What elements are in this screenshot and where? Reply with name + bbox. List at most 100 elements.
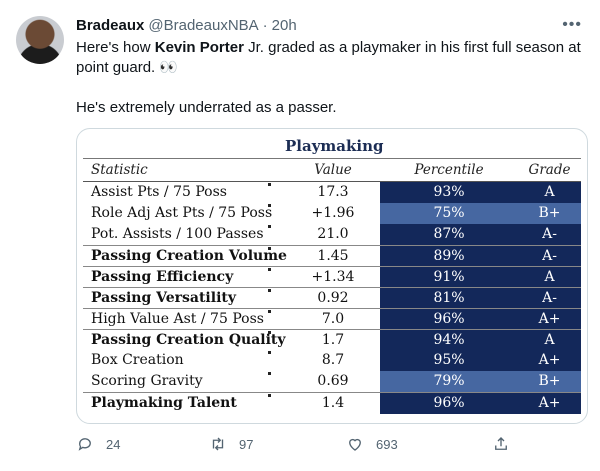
statistic-cell: Box Creation	[91, 352, 184, 368]
divider	[83, 181, 581, 182]
grade-cell: B+	[518, 203, 581, 224]
table-row: Role Adj Ast Pts / 75 Poss +1.96 75% B+	[83, 203, 581, 224]
header-value: Value	[314, 162, 352, 178]
marker-dot	[268, 331, 271, 334]
percentile-cell: 79%	[380, 371, 518, 392]
statistic-cell: Scoring Gravity	[91, 373, 203, 389]
percentile-cell: 87%	[380, 224, 518, 245]
share-icon	[495, 437, 507, 450]
more-options-icon[interactable]: •••	[562, 16, 582, 33]
grade-cell: A+	[518, 393, 581, 414]
value-cell: 21.0	[317, 226, 349, 242]
table-row: Playmaking Talent 1.4 96% A+	[83, 392, 581, 414]
like-count: 693	[376, 436, 398, 452]
header-statistic: Statistic	[91, 162, 148, 178]
marker-dot	[268, 268, 271, 271]
table-row: Passing Efficiency +1.34 91% A	[83, 266, 581, 288]
table-row: High Value Ast / 75 Poss 7.0 96% A+	[83, 308, 581, 330]
marker-dot	[268, 351, 271, 354]
statistic-cell: Pot. Assists / 100 Passes	[91, 226, 264, 242]
table-header-row: Statistic Value Percentile Grade	[83, 161, 581, 181]
percentile-cell: 96%	[380, 393, 518, 414]
tweet-text-bold: Kevin Porter	[154, 39, 244, 56]
tweet-text: Here's how Kevin Porter Jr. graded as a …	[76, 38, 586, 118]
tweet-text-part: Jr. graded as a playmaker in his first f…	[243, 39, 581, 56]
retweet-count: 97	[239, 436, 254, 452]
marker-dot	[268, 394, 271, 397]
table-row: Passing Creation Quality 1.7 94% A	[83, 329, 581, 351]
grade-cell: A	[518, 330, 581, 351]
marker-dot	[268, 183, 271, 186]
user-handle[interactable]: @BradeauxNBA	[148, 16, 259, 34]
header-grade: Grade	[528, 162, 571, 178]
marker-dot	[268, 204, 271, 207]
tweet-text-line: point guard. 👀	[76, 59, 179, 76]
marker-dot	[268, 289, 271, 292]
table-row: Passing Versatility 0.92 81% A-	[83, 287, 581, 309]
value-cell: 17.3	[317, 184, 349, 200]
timestamp[interactable]: 20h	[271, 16, 297, 34]
table-row: Box Creation 8.7 95% A+	[83, 350, 581, 371]
statistic-cell: Playmaking Talent	[91, 395, 237, 411]
share-button[interactable]	[492, 432, 510, 456]
avatar[interactable]	[16, 16, 64, 64]
percentile-cell: 89%	[380, 246, 518, 267]
like-icon	[349, 438, 361, 451]
statistic-cell: Passing Versatility	[91, 290, 236, 306]
like-button[interactable]: 693	[346, 432, 398, 456]
value-cell: 0.69	[317, 373, 349, 389]
statistic-cell: Role Adj Ast Pts / 75 Poss	[91, 205, 273, 221]
value-cell: 1.7	[321, 332, 345, 348]
percentile-cell: 81%	[380, 288, 518, 309]
table-row: Passing Creation Volume 1.45 89% A-	[83, 245, 581, 267]
statistic-cell: High Value Ast / 75 Poss	[91, 311, 264, 327]
table-row: Pot. Assists / 100 Passes 21.0 87% A-	[83, 224, 581, 245]
percentile-cell: 95%	[380, 350, 518, 371]
statistic-cell: Passing Creation Volume	[91, 248, 287, 264]
marker-dot	[268, 247, 271, 250]
table-body: Assist Pts / 75 Poss 17.3 93% A Role Adj Ast…	[83, 182, 581, 414]
tweet-text-part: Here's how	[76, 39, 155, 56]
percentile-cell: 75%	[380, 203, 518, 224]
table-title: Playmaking	[285, 137, 384, 155]
statistic-cell: Passing Efficiency	[91, 269, 234, 285]
value-cell: 7.0	[321, 311, 345, 327]
tweet-actions: 24 97 693	[76, 432, 586, 456]
value-cell: 1.45	[317, 248, 349, 264]
value-cell: +1.96	[311, 205, 355, 221]
statistic-cell: Assist Pts / 75 Poss	[91, 184, 227, 200]
grade-cell: A-	[518, 224, 581, 245]
divider	[83, 158, 581, 159]
percentile-cell: 96%	[380, 309, 518, 330]
grade-cell: A	[518, 182, 581, 203]
header-percentile: Percentile	[414, 162, 484, 178]
tweet-header: Bradeaux @BradeauxNBA · 20h •••	[76, 14, 584, 36]
value-cell: +1.34	[311, 269, 355, 285]
table-row: Assist Pts / 75 Poss 17.3 93% A	[83, 182, 581, 203]
retweet-icon	[212, 437, 224, 451]
grade-cell: A+	[518, 309, 581, 330]
percentile-cell: 94%	[380, 330, 518, 351]
separator: ·	[262, 16, 268, 34]
grade-cell: A+	[518, 350, 581, 371]
reply-count: 24	[106, 436, 121, 452]
grade-cell: A-	[518, 246, 581, 267]
grade-cell: B+	[518, 371, 581, 392]
reply-button[interactable]: 24	[76, 432, 120, 456]
value-cell: 8.7	[321, 352, 345, 368]
statistic-cell: Passing Creation Quality	[91, 332, 286, 348]
display-name[interactable]: Bradeaux	[76, 16, 145, 34]
value-cell: 0.92	[317, 290, 349, 306]
table-row: Scoring Gravity 0.69 79% B+	[83, 371, 581, 392]
grade-cell: A	[518, 267, 581, 288]
marker-dot	[268, 310, 271, 313]
tweet-text-line: He's extremely underrated as a passer.	[76, 99, 337, 116]
attached-image[interactable]: Playmaking Statistic Value Percentile Gr…	[76, 128, 588, 424]
marker-dot	[268, 372, 271, 375]
marker-dot	[268, 225, 271, 228]
retweet-button[interactable]: 97	[209, 432, 253, 456]
value-cell: 1.4	[321, 395, 345, 411]
percentile-cell: 91%	[380, 267, 518, 288]
percentile-cell: 93%	[380, 182, 518, 203]
grade-cell: A-	[518, 288, 581, 309]
